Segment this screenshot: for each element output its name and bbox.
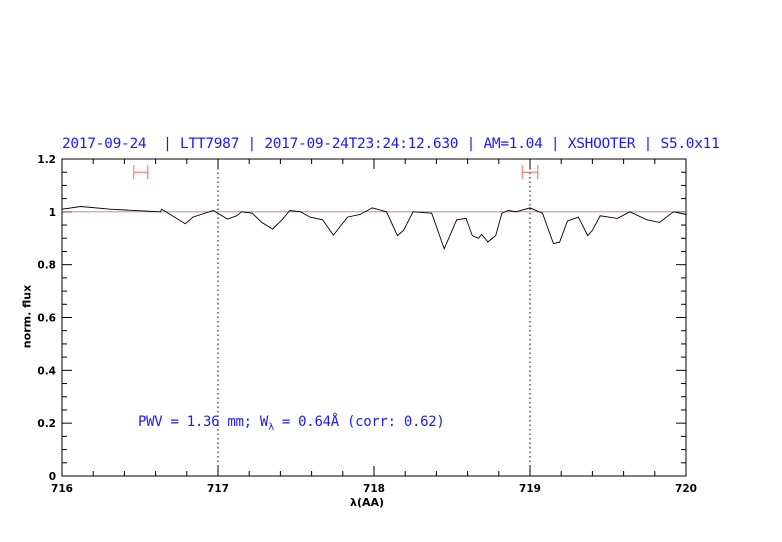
- spectrum-point: [372, 207, 373, 209]
- spectrum-point: [478, 237, 479, 239]
- x-tick-label: 716: [51, 483, 73, 495]
- spectrum-point: [567, 220, 568, 222]
- spectrum-point: [559, 241, 561, 243]
- spectrum-point: [272, 228, 273, 230]
- spectrum-point: [646, 219, 648, 221]
- y-tick-label: 1.2: [37, 154, 56, 166]
- chart-title: 2017-09-24 | LTT7987 | 2017-09-24T23:24:…: [62, 136, 720, 152]
- spectrum-point: [80, 206, 82, 207]
- y-axis-label: norm. flux: [20, 284, 34, 349]
- y-tick-label: 0.8: [37, 260, 56, 272]
- y-tick-label: 1: [49, 207, 56, 219]
- spectrum-point: [236, 215, 238, 217]
- spectrum-point: [542, 212, 543, 214]
- spectrum-point: [322, 219, 323, 221]
- spectrum-point: [184, 223, 186, 225]
- spectrum-point: [673, 211, 674, 213]
- spectrum-point: [412, 211, 414, 213]
- pwv-annotation: PWV = 1.36 mm; Wλ = 0.64Å (corr: 0.62): [138, 414, 445, 433]
- spectrum-point: [192, 216, 194, 218]
- spectrum-point: [616, 218, 618, 219]
- spectrum-point: [376, 208, 378, 210]
- spectrum-point: [507, 210, 509, 211]
- spectrum-point: [359, 214, 361, 215]
- spectrum-point: [251, 212, 253, 214]
- x-tick-label: 717: [207, 483, 229, 495]
- spectrum-point: [515, 211, 517, 213]
- annotation-rest: = 0.64Å (corr: 0.62): [273, 414, 445, 430]
- spectrum-point: [289, 210, 291, 211]
- spectrum-point: [431, 212, 433, 214]
- x-tick-label: 718: [363, 483, 385, 495]
- spectrum-point: [465, 218, 467, 219]
- y-tick-label: 0.4: [37, 365, 56, 377]
- spectrum-point: [212, 210, 214, 211]
- spectrum-point: [309, 216, 311, 218]
- spectrum-point: [347, 216, 348, 218]
- spectrum-point: [300, 211, 302, 213]
- spectrum-point: [592, 229, 593, 231]
- spectrum-point: [161, 208, 163, 210]
- x-tick-label: 719: [519, 483, 541, 495]
- spectrum-point: [659, 222, 660, 223]
- spectrum-point: [481, 233, 483, 235]
- spectrum-point: [109, 208, 111, 210]
- spectrum-point: [529, 207, 531, 209]
- spectrum-point: [61, 208, 63, 210]
- spectrum-point: [553, 243, 554, 244]
- spectrum-point: [577, 216, 579, 218]
- x-tick-label: 720: [675, 483, 697, 495]
- spectrum-point: [226, 218, 228, 220]
- x-axis-label: λ(AA): [350, 496, 385, 509]
- spectrum-point: [471, 235, 473, 237]
- spectrum-point: [501, 212, 503, 214]
- spectrum-point: [333, 234, 334, 236]
- spectrum-point: [495, 235, 497, 237]
- spectrum-point: [386, 211, 387, 213]
- spectrum-point: [443, 248, 445, 250]
- spectrum-point: [456, 219, 458, 221]
- spectrum-point: [159, 211, 161, 213]
- y-tick-label: 0.2: [37, 418, 56, 430]
- spectrum-point: [397, 235, 398, 237]
- spectrum-line: [61, 206, 687, 251]
- spectrum-point: [685, 214, 687, 215]
- spectrum-point: [629, 211, 631, 213]
- y-tick-label: 0.6: [37, 313, 56, 325]
- spectrum-point: [281, 219, 283, 221]
- annotation-subscript: λ: [268, 421, 274, 433]
- spectrum-point: [599, 215, 601, 217]
- spectrum-point: [261, 222, 263, 223]
- annotation-text: PWV = 1.36 mm; W: [138, 414, 269, 430]
- spectrum-point: [403, 229, 405, 231]
- y-tick-label: 0: [49, 471, 56, 483]
- spectrum-point: [487, 241, 489, 243]
- spectrum-point: [587, 235, 589, 237]
- spectrum-point: [241, 211, 242, 213]
